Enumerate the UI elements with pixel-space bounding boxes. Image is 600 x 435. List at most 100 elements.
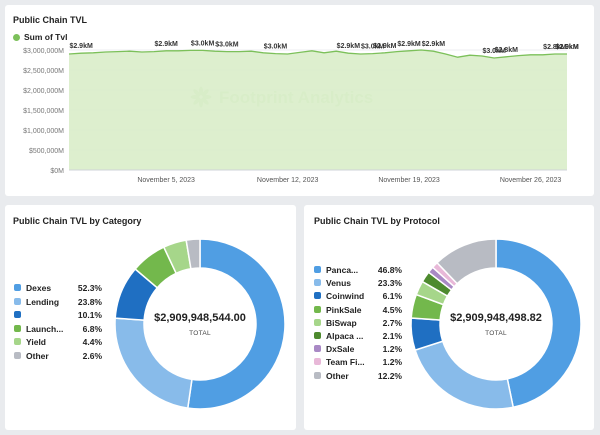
protocol-panel-title: Public Chain TVL by Protocol: [314, 216, 440, 226]
category-total-value: $2,909,948,544.00: [154, 312, 246, 324]
legend-item[interactable]: Yield 4.4%: [14, 337, 102, 349]
legend-percent: 2.7%: [382, 317, 402, 328]
tvl-panel: Public Chain TVL Sum of Tvl $0M $500,000M…: [5, 5, 594, 196]
y-tick-label: $3,000,000M: [23, 48, 64, 55]
legend-swatch: [14, 338, 21, 345]
legend-percent: 6.1%: [382, 291, 402, 302]
legend-percent: 23.8%: [77, 296, 102, 307]
category-panel: Public Chain TVL by Category Dexes 52.3% L…: [5, 205, 296, 430]
legend-item[interactable]: Lending 23.8%: [14, 297, 102, 309]
legend-percent: 46.8%: [377, 265, 402, 275]
donut-slice: [495, 238, 582, 409]
legend-percent: 1.2%: [382, 357, 402, 368]
legend-percent: 52.3%: [77, 283, 102, 293]
protocol-panel: Public Chain TVL by Protocol Panca... 46.…: [304, 205, 594, 430]
donut-slice: [436, 238, 497, 285]
legend-label: DxSale: [326, 344, 355, 355]
legend-swatch: [14, 284, 21, 291]
category-total: $2,909,948,544.00 TOTAL: [135, 312, 265, 337]
legend-item[interactable]: 10.1%: [14, 310, 102, 322]
legend-swatch: [314, 371, 321, 379]
legend-item[interactable]: Venus 23.3%: [314, 278, 402, 290]
tvl-legend-label: Sum of Tvl: [24, 32, 68, 42]
legend-item[interactable]: Panca... 46.8%: [314, 265, 402, 277]
legend-item[interactable]: PinkSale 4.5%: [314, 305, 402, 317]
y-tick-label: $1,500,000M: [23, 108, 64, 115]
legend-swatch: [14, 311, 21, 318]
protocol-legend: Panca... 46.8% Venus 23.3% Coinwind 6.1% PinkS…: [314, 265, 409, 390]
x-tick-label: November 12, 2023: [257, 177, 319, 184]
data-label: $3.0kM: [191, 40, 215, 47]
data-label: $2.8kM: [495, 47, 519, 54]
legend-percent: 2.6%: [82, 350, 102, 361]
donut-slice: [186, 238, 286, 410]
donut-slice: [414, 340, 515, 410]
legend-item[interactable]: Team Fi... 1.2%: [314, 357, 402, 369]
y-tick-label: $2,500,000M: [23, 68, 64, 75]
legend-swatch: [314, 318, 321, 326]
data-label: $2.9kM: [422, 41, 446, 48]
x-tick-label: November 26, 2023: [500, 177, 562, 184]
data-label: $2.9kM: [337, 43, 361, 50]
legend-percent: 12.2%: [377, 370, 402, 381]
legend-item[interactable]: Alpaca ... 2.1%: [314, 331, 402, 343]
legend-swatch: [314, 305, 321, 313]
category-panel-title: Public Chain TVL by Category: [13, 216, 142, 226]
legend-swatch: [314, 332, 321, 339]
data-label: $3.0kM: [215, 42, 239, 49]
data-label: $3.0kM: [361, 44, 385, 51]
legend-item[interactable]: Coinwind 6.1%: [314, 291, 402, 303]
legend-percent: 6.8%: [82, 323, 102, 334]
legend-swatch: [314, 279, 321, 287]
legend-item[interactable]: Dexes 52.3%: [14, 283, 102, 295]
legend-swatch: [314, 292, 321, 300]
tvl-panel-title: Public Chain TVL: [13, 15, 88, 25]
data-label: $3.0kM: [264, 44, 288, 51]
legend-item[interactable]: DxSale 1.2%: [314, 344, 402, 356]
legend-item[interactable]: Other 12.2%: [314, 371, 402, 383]
legend-item[interactable]: BiSwap 2.7%: [314, 318, 402, 330]
legend-label: PinkSale: [326, 304, 362, 315]
legend-label: BiSwap: [326, 317, 357, 328]
legend-swatch: [314, 266, 321, 273]
y-tick-label: $2,000,000M: [23, 88, 64, 95]
legend-label: Other: [326, 370, 349, 381]
legend-label: Panca...: [326, 265, 359, 275]
legend-item[interactable]: Other 2.6%: [14, 351, 102, 363]
legend-label: Lending: [26, 296, 60, 307]
legend-label: Venus: [326, 278, 352, 289]
y-tick-label: $500,000M: [29, 148, 64, 155]
legend-label: Alpaca ...: [326, 331, 364, 341]
data-label: $2.9kM: [154, 41, 178, 48]
data-label: $2.9kM: [373, 43, 397, 50]
data-label: $2.9kM: [69, 43, 93, 50]
legend-swatch: [14, 324, 21, 332]
x-tick-label: November 19, 2023: [378, 177, 440, 184]
y-tick-label: $0M: [50, 168, 64, 175]
legend-swatch: [14, 297, 21, 305]
legend-swatch: [14, 351, 21, 359]
protocol-total: $2,909,948,498.82 TOTAL: [431, 312, 561, 337]
protocol-donut-chart[interactable]: [304, 205, 594, 430]
legend-label: Dexes: [26, 283, 52, 293]
legend-label: Team Fi...: [326, 357, 365, 368]
series-line: [68, 49, 567, 59]
legend-swatch: [314, 345, 321, 353]
legend-percent: 2.1%: [382, 331, 402, 341]
donut-slice: [185, 238, 201, 270]
tvl-area-chart[interactable]: $0M $500,000M $1,000,000M $1,500,000M $2,000…: [5, 5, 594, 196]
legend-label: Coinwind: [326, 291, 365, 302]
tvl-legend-dot: [13, 34, 20, 41]
legend-percent: 4.4%: [82, 337, 102, 347]
legend-percent: 1.2%: [382, 344, 402, 355]
category-total-label: TOTAL: [189, 330, 211, 337]
category-donut-chart[interactable]: [5, 205, 296, 430]
legend-item[interactable]: Launch... 6.8%: [14, 324, 102, 336]
y-tick-label: $1,000,000M: [23, 128, 64, 135]
legend-label: Other: [26, 350, 49, 361]
data-label: $3.0kM: [482, 48, 506, 55]
data-label: $2.9kM: [555, 44, 579, 51]
data-label: $2.9kM: [555, 44, 579, 51]
legend-percent: 10.1%: [77, 310, 102, 320]
legend-label: Launch...: [26, 323, 64, 334]
